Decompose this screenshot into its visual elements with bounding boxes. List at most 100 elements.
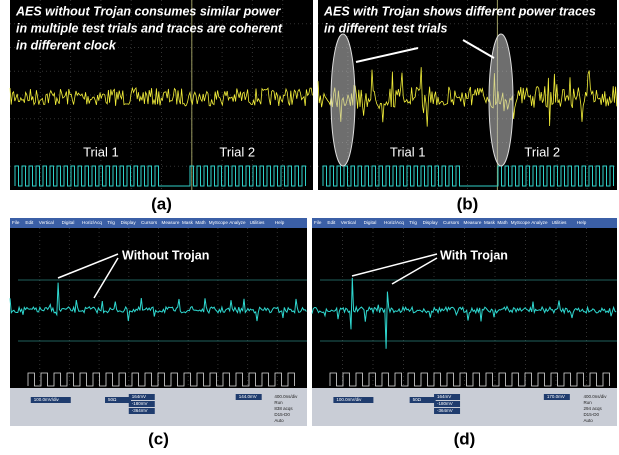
menu-item: Edit (327, 220, 336, 225)
annotation: in different test trials (324, 21, 447, 35)
menu-item: Trig (107, 220, 115, 225)
menu-item: Digital (62, 220, 75, 225)
readout: 100.0mV/div (336, 397, 362, 402)
readout: -180mV (437, 401, 453, 406)
status-bar (10, 388, 307, 426)
readout-box (128, 394, 155, 400)
menu-item: Utilities (552, 220, 568, 225)
readout: 170.0mV (547, 394, 565, 399)
highlight (488, 33, 514, 167)
readout: D15-D0 (274, 412, 290, 417)
annotation: With Trojan (440, 248, 508, 262)
readout-box (434, 401, 461, 407)
annotation: in different clock (16, 38, 117, 52)
panel-caption: (b) (457, 194, 479, 213)
readout-box (235, 394, 262, 400)
readout: -180mV (132, 401, 148, 406)
readout: 100.0mV/div (34, 397, 60, 402)
menu-item: File (12, 220, 20, 225)
arrow (355, 47, 419, 63)
arrow (351, 253, 438, 277)
readout: 838 acqs (274, 406, 293, 411)
menu-item: Cursors (141, 220, 158, 225)
menu-bar (10, 218, 307, 228)
digital-trace (329, 372, 610, 387)
readout: 400.0ns/div (274, 394, 298, 399)
readout: 144.0mV (239, 394, 257, 399)
panel: (b) AES with Trojan shows different power… (317, 0, 618, 213)
trace-label: Trial 1 (390, 144, 426, 159)
panel-caption: (a) (151, 194, 172, 213)
menu-item: MyScope (511, 220, 531, 225)
readout: 50Ω (108, 397, 117, 402)
menu-item: Cursors (443, 220, 460, 225)
menu-item: Math (497, 220, 508, 225)
power-trace (317, 67, 618, 127)
readout-box (105, 397, 132, 403)
menu-item: Analyze (229, 220, 246, 225)
annotation: in multiple test trials and traces are c… (16, 21, 283, 35)
trace-label: Trial 2 (219, 144, 255, 159)
arrow (462, 39, 495, 59)
menu-item: Vertical (39, 220, 54, 225)
panel: (d) File Edit Vertical Digital Horiz/Acq Trig D… (311, 218, 617, 448)
digital-trace (27, 372, 295, 387)
readout-box (128, 408, 155, 414)
power-trace (311, 277, 617, 349)
readout: 400.0ns/div (583, 394, 607, 399)
menu-bar (312, 218, 617, 228)
readout-box (434, 408, 461, 414)
menu-item: Measure (464, 220, 482, 225)
arrow (57, 253, 119, 279)
menu-item: Edit (25, 220, 34, 225)
scope-screen (318, 0, 617, 190)
menu-item: Help (275, 220, 285, 225)
readout: 164mV (437, 394, 451, 399)
readout: 164mV (132, 394, 146, 399)
readout-box (30, 397, 71, 403)
menu-item: Digital (364, 220, 377, 225)
readout: D15-D0 (583, 412, 599, 417)
highlight (330, 33, 356, 167)
readout-box (333, 397, 374, 403)
readout: Auto (583, 418, 593, 423)
arrow (391, 257, 438, 285)
readout: Auto (274, 418, 284, 423)
menu-item: Horiz/Acq (384, 220, 404, 225)
arrow (93, 257, 119, 299)
panel-caption: (c) (148, 429, 169, 448)
clock-trace (14, 165, 306, 187)
power-trace (9, 86, 313, 107)
status-bar (312, 388, 617, 426)
readout: Run (583, 400, 592, 405)
readout-box (409, 397, 436, 403)
menu-item: Horiz/Acq (82, 220, 102, 225)
readout: 50Ω (413, 397, 422, 402)
annotation: AES without Trojan consumes similar powe… (15, 4, 282, 18)
readout-box (543, 394, 570, 400)
menu-item: Help (577, 220, 587, 225)
menu-item: Display (121, 220, 137, 225)
menu-item: Mask (484, 220, 496, 225)
panel: (a) AES without Trojan consumes similar p… (9, 0, 313, 213)
menu-item: Utilities (250, 220, 266, 225)
trace-label: Trial 1 (83, 144, 119, 159)
panel-caption: (d) (454, 429, 476, 448)
clock-trace (322, 165, 614, 187)
menu-item: Analyze (531, 220, 548, 225)
readout: 294 acqs (583, 406, 602, 411)
readout: -364mV (132, 408, 148, 413)
panel: (c) File Edit Vertical Digital Horiz/Acq Trig D… (9, 218, 307, 448)
menu-item: File (314, 220, 322, 225)
trace-label: Trial 2 (524, 144, 560, 159)
menu-item: Mask (182, 220, 194, 225)
menu-item: Vertical (341, 220, 356, 225)
menu-item: Display (423, 220, 439, 225)
readout: -364mV (437, 408, 453, 413)
menu-item: Measure (162, 220, 180, 225)
annotation: Without Trojan (122, 248, 209, 262)
menu-item: MyScope (209, 220, 229, 225)
menu-item: Math (195, 220, 206, 225)
